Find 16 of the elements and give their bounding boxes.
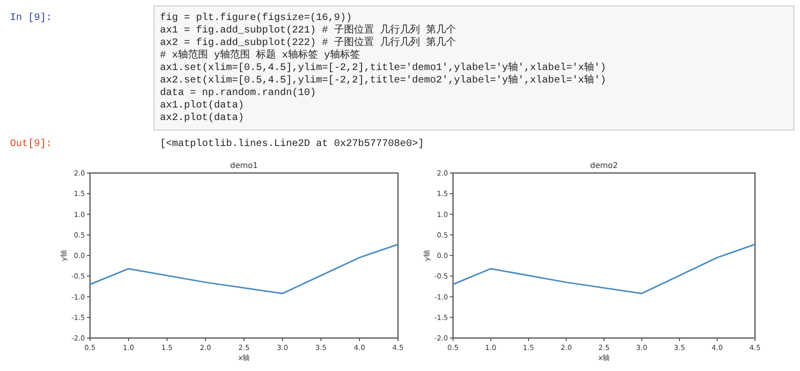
- text: ax2 = fig.add_subplot(222) # 子图位置 几行几列 第几个: [160, 36, 456, 49]
- chart-title: demo2: [590, 161, 618, 170]
- chart-title: demo1: [230, 161, 258, 170]
- text: ax1.plot(data): [160, 100, 244, 112]
- text: # x轴范围 y轴范围 标题 x轴标签 y轴标签: [160, 48, 360, 62]
- line-series: [452, 244, 756, 294]
- text: ax2.plot(data): [160, 112, 244, 124]
- text: fig = plt.figure(figsize=(16,9)): [160, 12, 352, 24]
- text: data = np.random.randn(10): [160, 87, 316, 99]
- text: Out[9]:: [10, 138, 52, 150]
- text: ax2.set(xlim=[0.5,4.5],ylim=[-2,2],title='demo2',ylabel='y轴',xlabel='x轴'): [160, 74, 606, 86]
- text: ax1.set(xlim=[0.5,4.5],ylim=[-2,2],title='demo1',ylabel='y轴',xlabel='x轴'): [160, 61, 606, 74]
- text: In [9]:: [10, 12, 52, 24]
- line-series: [89, 244, 399, 294]
- text: [<matplotlib.lines.Line2D at 0x27b577708e0>]: [160, 138, 424, 150]
- text: ax1 = fig.add_subplot(221) # 子图位置 几行几列 第几个: [160, 24, 456, 36]
